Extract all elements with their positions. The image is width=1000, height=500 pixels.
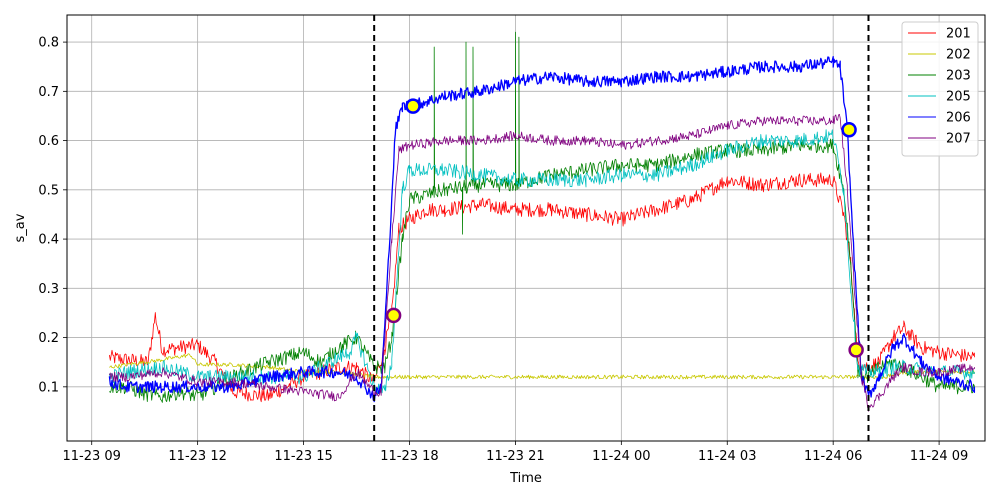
x-tick-label: 11-23 09 xyxy=(62,449,120,464)
series-line-205 xyxy=(109,129,975,395)
event-marker xyxy=(848,342,864,358)
legend-label: 206 xyxy=(946,111,971,126)
series-line-203 xyxy=(109,31,975,403)
event-marker xyxy=(385,307,402,324)
series-line-206 xyxy=(108,55,976,403)
legend-label: 202 xyxy=(946,48,971,63)
y-tick-label: 0.5 xyxy=(38,183,59,198)
series-lines xyxy=(108,31,976,412)
legend-label: 205 xyxy=(946,90,971,105)
y-axis-label: s_av xyxy=(13,213,28,242)
legend: 201 202 203 205 206 207 xyxy=(901,21,979,157)
legend-box xyxy=(901,21,979,157)
series-line-207 xyxy=(109,113,975,412)
series-line-202 xyxy=(109,353,975,380)
legend-label: 207 xyxy=(946,132,971,147)
y-tick-label: 0.8 xyxy=(38,36,59,51)
series-line-201 xyxy=(109,172,975,403)
y-axis-ticks: 0.1 0.2 0.3 0.4 0.5 0.6 0.7 0.8 xyxy=(38,36,67,395)
x-tick-label: 11-24 00 xyxy=(592,449,650,464)
x-tick-label: 11-23 15 xyxy=(274,449,332,464)
y-tick-label: 0.1 xyxy=(38,380,59,395)
x-tick-label: 11-24 03 xyxy=(698,449,756,464)
x-tick-label: 11-23 12 xyxy=(168,449,226,464)
x-axis-ticks: 11-23 09 11-23 12 11-23 15 11-23 18 11-23 21… xyxy=(62,441,968,464)
y-tick-label: 0.4 xyxy=(38,233,59,248)
x-tick-label: 11-24 06 xyxy=(804,449,862,464)
y-tick-label: 0.6 xyxy=(38,134,59,149)
y-tick-label: 0.3 xyxy=(38,282,59,297)
x-tick-label: 11-24 09 xyxy=(910,449,968,464)
vertical-markers xyxy=(373,15,870,441)
event-marker xyxy=(841,121,857,138)
legend-label: 201 xyxy=(946,27,971,42)
plot-frame xyxy=(66,14,986,442)
y-tick-label: 0.7 xyxy=(38,85,59,100)
event-marker xyxy=(405,98,421,114)
x-tick-label: 11-23 18 xyxy=(380,449,438,464)
y-tick-label: 0.2 xyxy=(38,331,59,346)
point-markers xyxy=(385,98,864,358)
x-tick-label: 11-23 21 xyxy=(486,449,544,464)
x-axis-label: Time xyxy=(509,471,542,486)
legend-label: 203 xyxy=(946,69,971,84)
